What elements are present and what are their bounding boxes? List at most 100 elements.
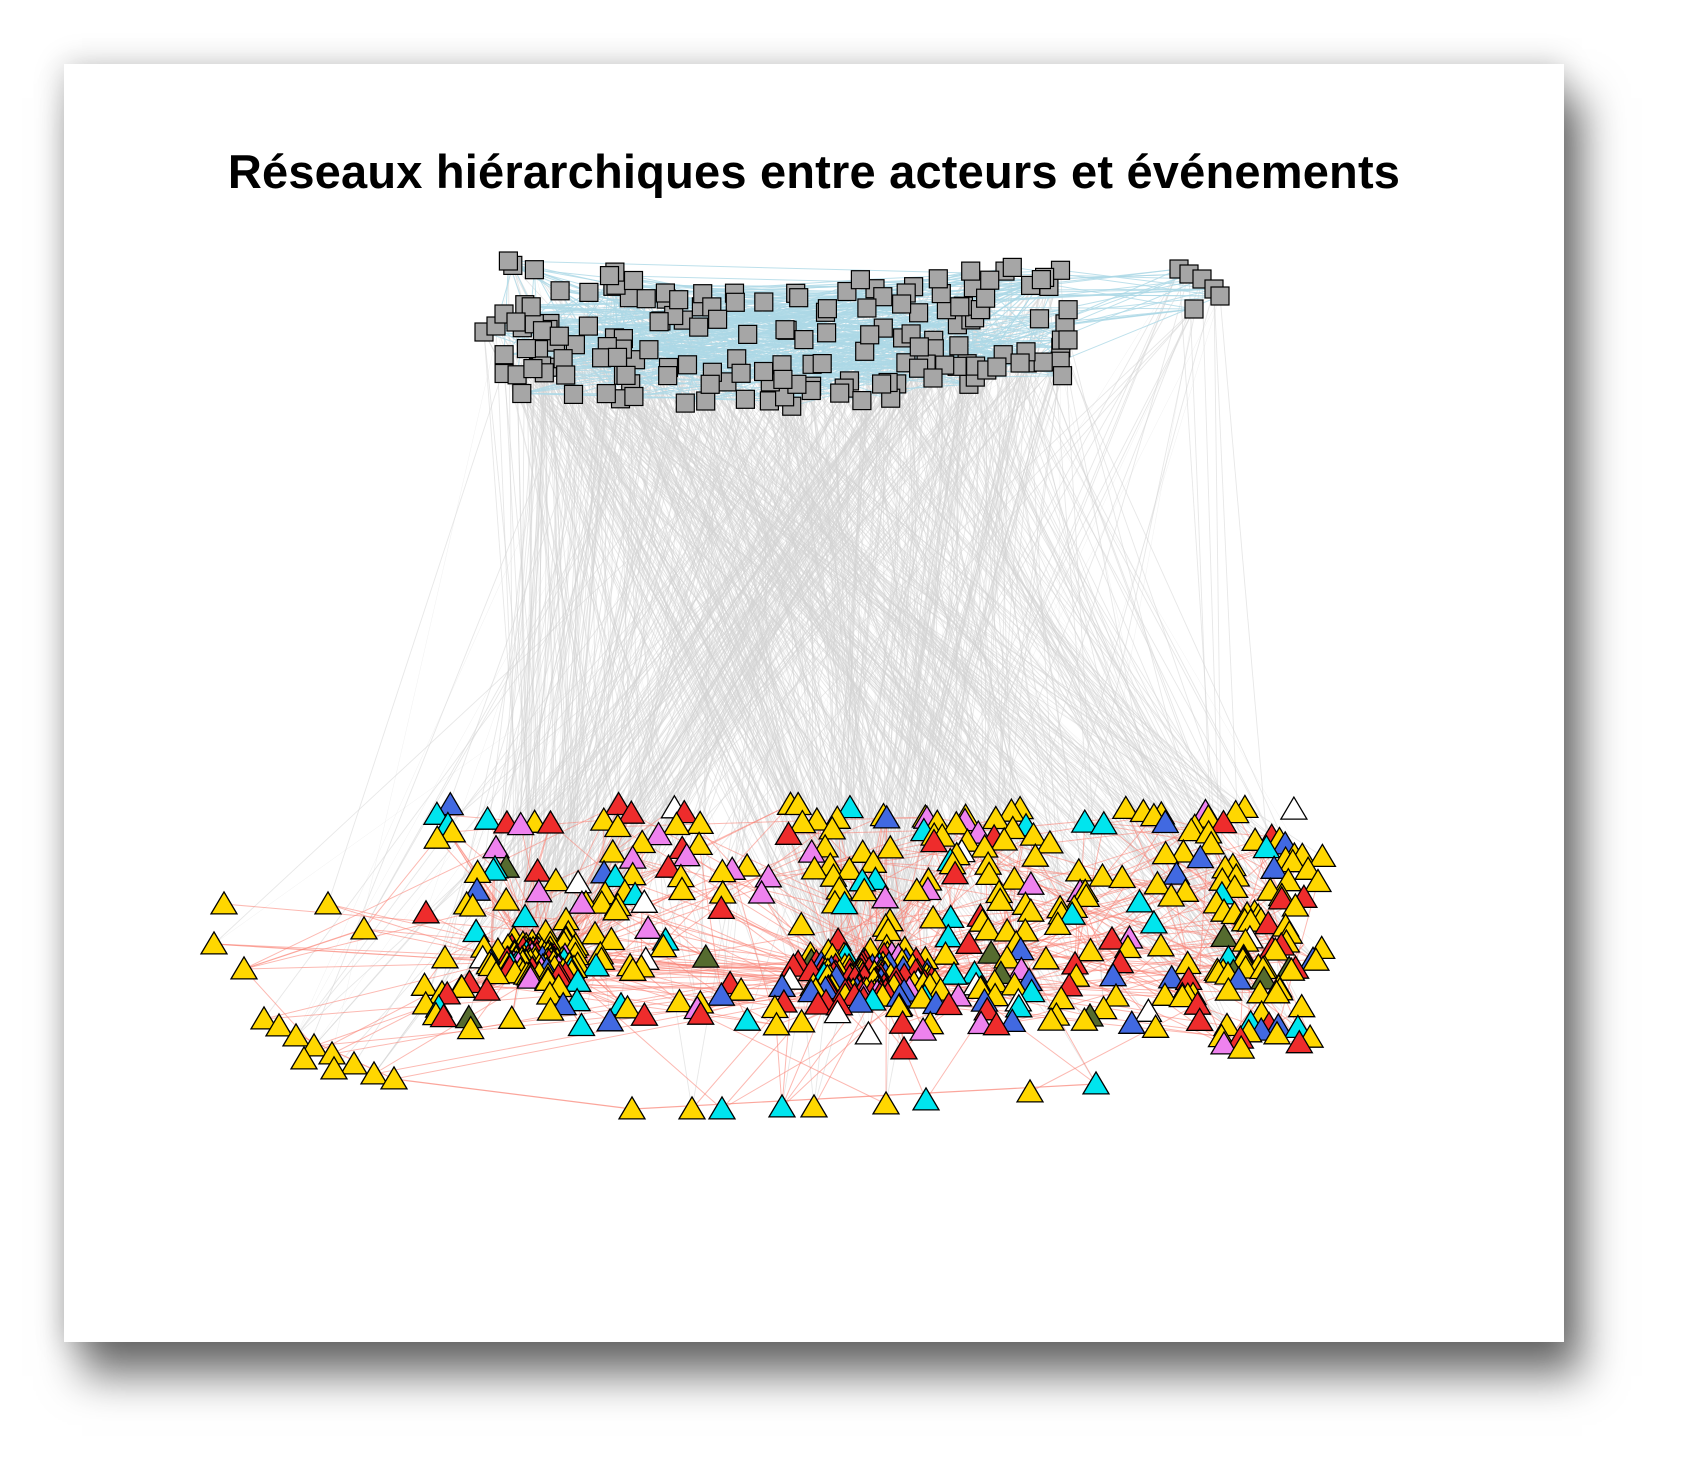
event-node-triangle-icon xyxy=(581,952,611,977)
inter-layer-edge xyxy=(533,323,817,963)
inter-layer-edge xyxy=(625,375,1286,860)
event-node-triangle-icon xyxy=(461,918,491,943)
inter-layer-edge xyxy=(668,367,1172,897)
event-node-triangle-icon xyxy=(871,884,900,909)
inter-layer-edge xyxy=(495,325,1241,1039)
inter-layer-edge xyxy=(902,337,1228,1026)
actor-node-square-icon xyxy=(669,290,689,310)
event-node-triangle-icon xyxy=(567,889,597,914)
actor-node-square-icon xyxy=(623,270,644,291)
event-node-triangle-icon xyxy=(497,1005,526,1029)
event-node-triangle-icon xyxy=(1089,995,1118,1020)
event-node-triangle-icon xyxy=(589,806,618,831)
event-node-triangle-icon xyxy=(684,831,714,856)
figure-panel: Réseaux hiérarchiques entre acteurs et é… xyxy=(64,64,1564,1342)
actor-node-square-icon xyxy=(738,324,758,344)
inter-layer-edge xyxy=(373,400,863,1075)
actor-node-square-icon xyxy=(852,391,872,411)
inter-layer-edge xyxy=(507,380,850,959)
event-node-triangle-icon xyxy=(618,861,647,886)
actor-edge xyxy=(860,269,1061,281)
event-node-triangle-icon xyxy=(1072,883,1101,908)
event-node-triangle-icon xyxy=(818,815,847,840)
inter-layer-edge xyxy=(884,267,1013,975)
actor-node-square-icon xyxy=(624,386,644,407)
inter-layer-edge xyxy=(521,327,1070,987)
event-node-triangle-icon xyxy=(617,799,646,824)
event-edge xyxy=(617,905,799,963)
event-node-triangle-icon xyxy=(1108,864,1137,889)
event-node-triangle-icon xyxy=(1089,810,1118,835)
inter-layer-edge xyxy=(844,334,871,996)
event-edge xyxy=(698,844,722,996)
inter-layer-edge xyxy=(437,333,912,839)
actor-node-square-icon xyxy=(830,383,850,403)
event-node-triangle-icon xyxy=(510,903,540,928)
actor-node-square-icon xyxy=(975,288,996,308)
actor-node-square-icon xyxy=(725,292,745,312)
event-node-triangle-icon xyxy=(603,813,632,838)
event-node-triangle-icon xyxy=(1227,1034,1256,1059)
event-node-triangle-icon xyxy=(319,1055,349,1080)
event-node-triangle-icon xyxy=(1151,840,1180,865)
event-node-triangle-icon xyxy=(209,890,239,915)
event-node-triangle-icon xyxy=(1262,1020,1292,1045)
event-node-triangle-icon xyxy=(1139,909,1169,934)
inter-layer-edge xyxy=(864,351,1223,881)
inter-layer-edge xyxy=(549,323,840,972)
event-edge xyxy=(781,1001,827,1108)
event-node-triangle-icon xyxy=(1036,1006,1066,1031)
event-node-triangle-icon xyxy=(598,838,627,863)
event-node-triangle-icon xyxy=(411,899,441,924)
event-node-triangle-icon xyxy=(628,829,657,854)
inter-layer-edge xyxy=(887,306,961,931)
actor-node-square-icon xyxy=(987,357,1007,377)
event-node-triangle-icon xyxy=(888,1009,917,1034)
inter-layer-edge xyxy=(503,373,558,961)
event-node-triangle-icon xyxy=(1070,808,1099,833)
event-node-triangle-icon xyxy=(662,811,691,836)
inter-layer-edge xyxy=(884,319,972,898)
event-node-triangle-icon xyxy=(618,957,647,981)
event-node-triangle-icon xyxy=(973,916,1003,941)
event-node-triangle-icon xyxy=(199,930,229,955)
event-node-triangle-icon xyxy=(473,805,502,830)
inter-layer-edge xyxy=(699,372,713,1004)
inter-layer-edge xyxy=(425,349,623,913)
event-node-triangle-icon xyxy=(1000,865,1029,890)
actor-node-square-icon xyxy=(599,266,620,286)
inter-layer-edge xyxy=(864,351,1234,866)
event-node-triangle-icon xyxy=(1097,925,1127,950)
event-node-triangle-icon xyxy=(1057,900,1087,925)
event-node-triangle-icon xyxy=(1209,809,1238,834)
event-node-triangle-icon xyxy=(1285,1029,1314,1054)
event-node-triangle-icon xyxy=(613,994,642,1019)
event-node-triangle-icon xyxy=(524,878,553,903)
inter-layer-edge xyxy=(538,349,1015,880)
event-node-triangle-icon xyxy=(1076,937,1105,962)
actor-node-square-icon xyxy=(1058,300,1078,320)
event-edge xyxy=(513,803,791,939)
event-node-triangle-icon xyxy=(686,1000,715,1025)
actor-node-square-icon xyxy=(498,251,518,271)
actor-node-square-icon xyxy=(773,369,793,389)
inter-layer-edge xyxy=(530,309,947,975)
event-node-triangle-icon xyxy=(1101,982,1131,1007)
event-node-triangle-icon xyxy=(982,1011,1011,1036)
event-node-triangle-icon xyxy=(1098,962,1128,987)
event-node-triangle-icon xyxy=(479,856,508,881)
actor-node-square-icon xyxy=(532,321,553,341)
event-edge xyxy=(663,946,794,967)
event-node-triangle-icon xyxy=(1277,956,1306,981)
event-node-triangle-icon xyxy=(438,818,467,843)
event-node-triangle-icon xyxy=(800,855,829,880)
inter-layer-edge xyxy=(879,361,1061,990)
inter-layer-edge xyxy=(926,309,947,819)
event-node-triangle-icon xyxy=(1214,976,1243,1001)
event-node-triangle-icon xyxy=(349,915,379,940)
actor-node-square-icon xyxy=(873,287,893,307)
actor-node-square-icon xyxy=(1002,257,1022,277)
actor-nodes xyxy=(474,251,1230,416)
event-node-triangle-icon xyxy=(936,904,965,929)
inter-layer-edge xyxy=(864,309,1069,990)
